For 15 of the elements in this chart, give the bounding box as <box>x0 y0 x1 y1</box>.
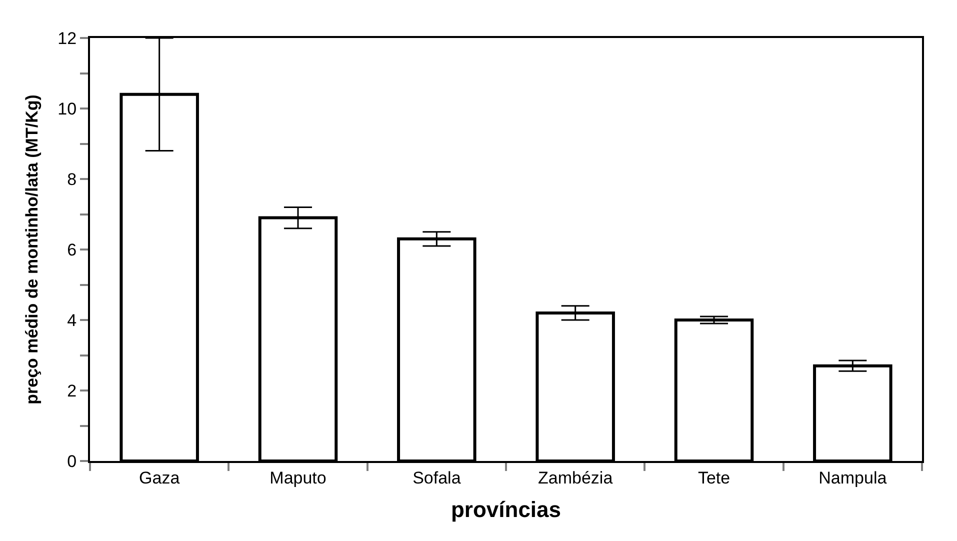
x-tick-label: Zambézia <box>538 468 614 488</box>
x-tick-label: Sofala <box>412 468 462 488</box>
y-tick-label: 2 <box>67 381 77 400</box>
x-tick-label: Tete <box>698 468 730 488</box>
x-axis-title: províncias <box>450 496 562 522</box>
y-tick-label: 6 <box>67 240 77 260</box>
x-tick-label: Nampula <box>818 468 888 488</box>
y-tick-label: 10 <box>58 99 77 118</box>
y-tick-label: 4 <box>67 310 77 330</box>
y-tick-label: 12 <box>58 28 77 48</box>
x-tick-label: Maputo <box>270 468 326 488</box>
y-tick-label: 0 <box>67 452 77 471</box>
y-axis-title: preço médio de montinho/lata (MT/Kg) <box>22 94 42 404</box>
y-tick-label: 8 <box>67 170 77 189</box>
x-tick-label: Gaza <box>139 468 180 488</box>
